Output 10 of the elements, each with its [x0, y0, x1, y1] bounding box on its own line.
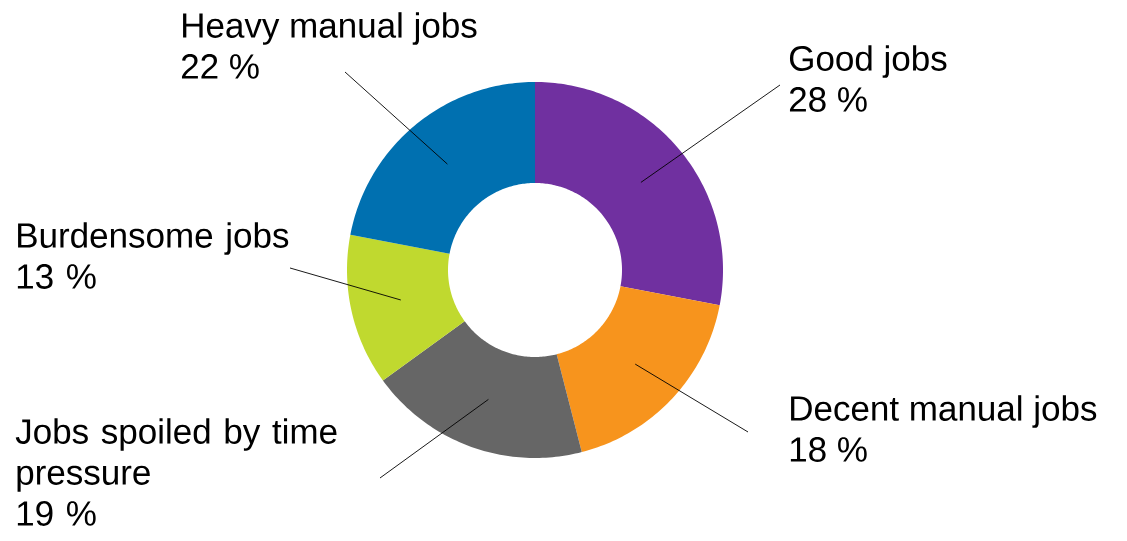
- data-label: 28 %: [789, 87, 867, 112]
- slice-label: Good jobs: [789, 45, 947, 78]
- data-label: 18 %: [790, 437, 867, 462]
- slice-label: Jobs spoiled by time pressure: [15, 418, 337, 492]
- data-label: 22 %: [181, 54, 259, 79]
- data-label: 13 %: [17, 264, 96, 289]
- data-label: 19 %: [17, 501, 96, 526]
- slice-label: Heavy manual jobs: [183, 12, 477, 45]
- slice-label: Burdensome jobs: [18, 222, 289, 255]
- slice-label: Decent manual jobs: [791, 395, 1097, 428]
